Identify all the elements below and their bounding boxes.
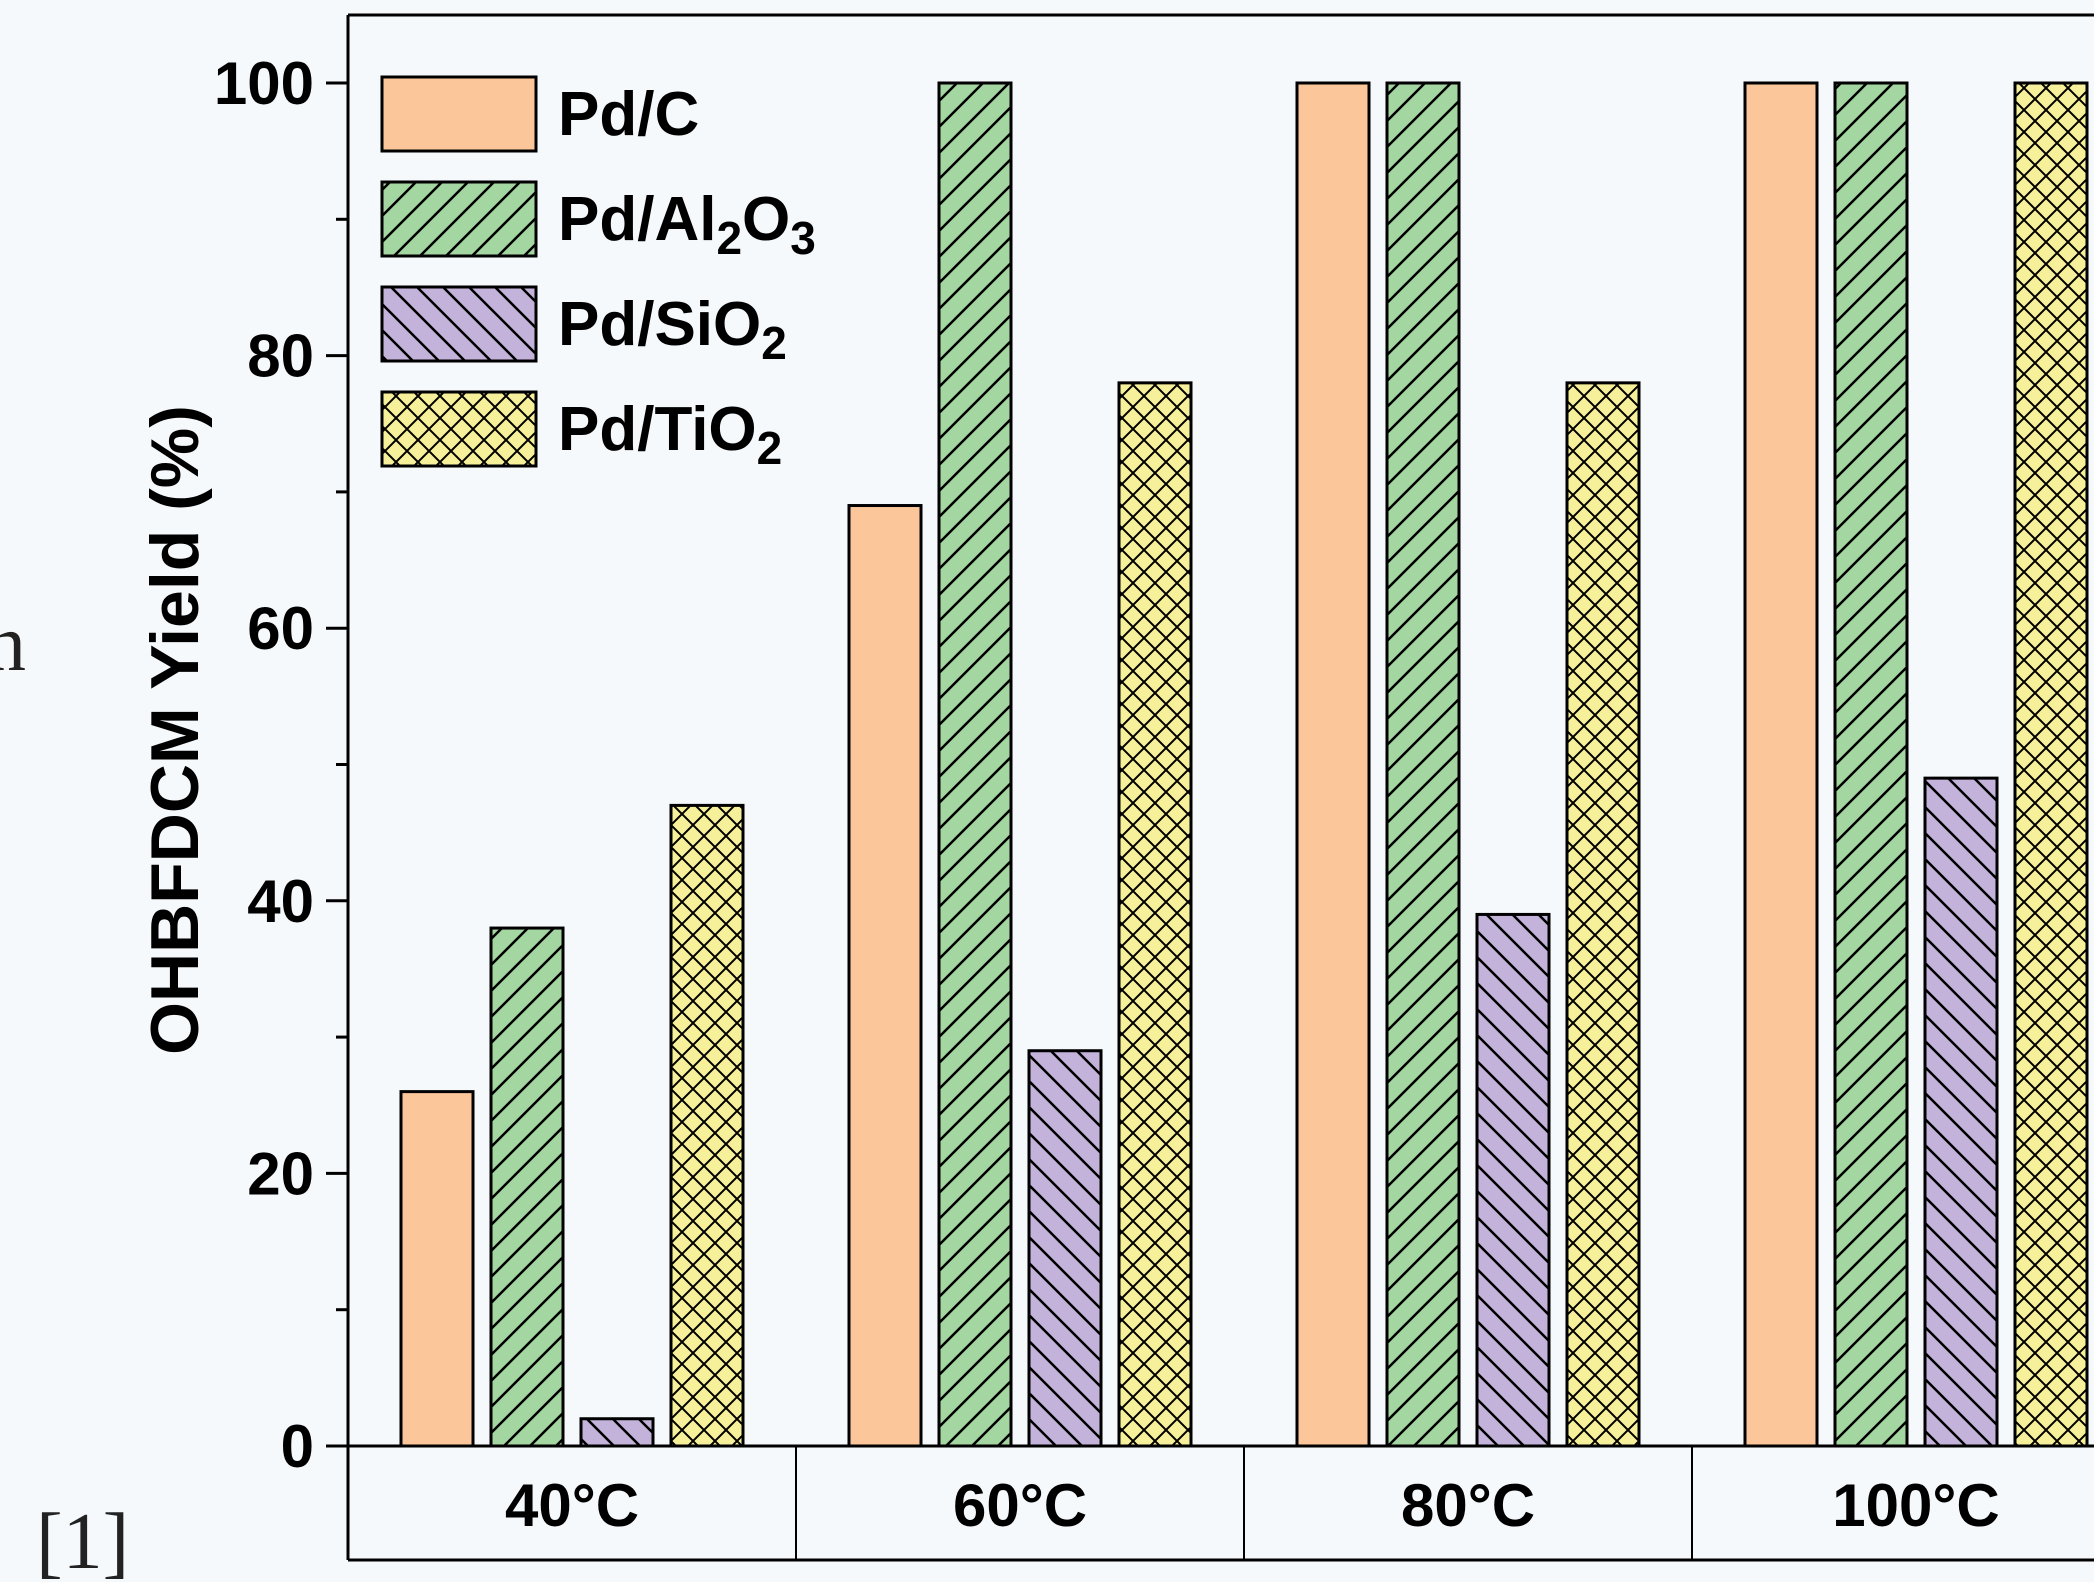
legend: Pd/C Pd/Al2O3 Pd/SiO2 Pd/TiO2 [380, 75, 816, 474]
bar-pd-al2o3-1 [937, 81, 1013, 1448]
legend-label: Pd/TiO2 [558, 395, 782, 474]
bar-pd-sio2-2 [1475, 912, 1551, 1448]
bar-pd-sio2-0 [579, 1417, 655, 1448]
y-tick-label: 0 [281, 1413, 314, 1480]
bar-pd-c-1 [847, 504, 923, 1448]
y-axis-title: OHBFDCM Yield (%) [137, 405, 213, 1055]
legend-swatch [380, 390, 538, 468]
bar-pd-tio2-2 [1565, 381, 1641, 1448]
bar-pd-al2o3-3 [1833, 81, 1909, 1448]
legend-swatch [380, 75, 538, 153]
y-tick-label: 100 [214, 50, 314, 117]
bar-pd-c-2 [1295, 81, 1371, 1448]
bar-pd-c-3 [1743, 81, 1819, 1448]
y-tick-label: 80 [247, 323, 314, 390]
y-tick-label: 40 [247, 868, 314, 935]
y-tick-label: 20 [247, 1140, 314, 1207]
bar-pd-c-0 [399, 1090, 475, 1448]
bar-pd-sio2-1 [1027, 1049, 1103, 1448]
legend-swatch [380, 285, 538, 363]
x-category-label: 80°C [1401, 1472, 1535, 1539]
bar-pd-tio2-3 [2013, 81, 2089, 1448]
bar-pd-al2o3-2 [1385, 81, 1461, 1448]
bar-pd-al2o3-0 [489, 926, 565, 1448]
bar-pd-tio2-0 [669, 803, 745, 1448]
legend-label: Pd/Al2O3 [558, 185, 816, 264]
bar-pd-sio2-3 [1923, 776, 1999, 1448]
x-axis: 40°C 60°C 80°C 100°C [505, 1446, 2000, 1560]
legend-label: Pd/C [558, 80, 699, 149]
legend-swatch [380, 180, 538, 258]
legend-label: Pd/SiO2 [558, 290, 787, 369]
y-axis: 0 20 40 60 80 100 [214, 50, 348, 1480]
left-edge-text: n [0, 600, 26, 688]
x-category-label: 40°C [505, 1472, 639, 1539]
citation-marker: [1] [36, 1498, 129, 1582]
x-category-label: 100°C [1832, 1472, 1999, 1539]
x-category-label: 60°C [953, 1472, 1087, 1539]
bar-pd-tio2-1 [1117, 381, 1193, 1448]
y-tick-label: 60 [247, 595, 314, 662]
bars [399, 81, 2089, 1448]
